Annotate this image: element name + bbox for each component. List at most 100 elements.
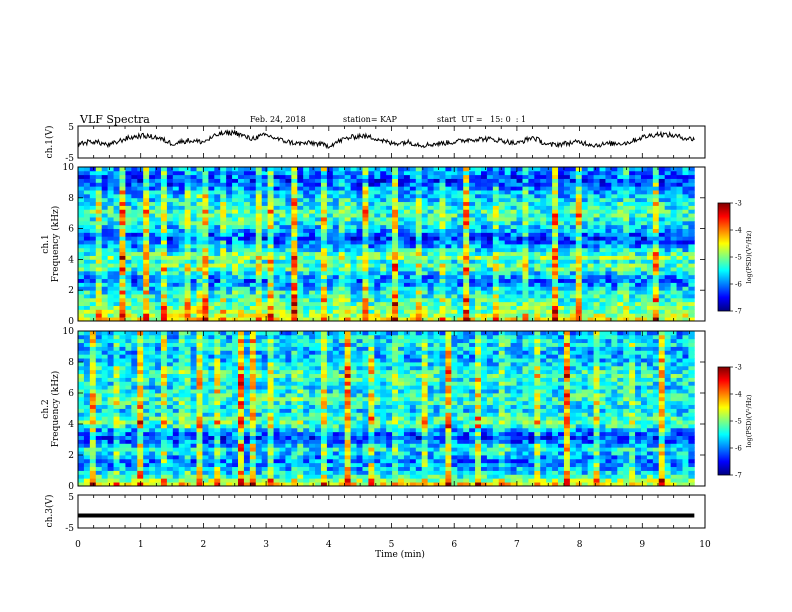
- spectrogram-cell: [155, 358, 162, 363]
- spectrogram-cell: [552, 267, 559, 272]
- spectrogram-cell: [143, 435, 150, 440]
- spectrogram-cell: [160, 167, 168, 172]
- spectrogram-cell: [658, 247, 666, 253]
- spectrogram-cell: [119, 282, 126, 287]
- spectrogram-cell: [125, 458, 132, 464]
- spectrogram-cell: [498, 317, 506, 322]
- spectrogram-cell: [486, 309, 494, 314]
- spectrogram-cell: [238, 205, 245, 210]
- spectrogram-cell: [534, 174, 541, 179]
- spectrogram-cell: [119, 400, 126, 406]
- spectrogram-cell: [409, 309, 417, 314]
- spectrogram-cell: [664, 209, 672, 214]
- spectrogram-cell: [682, 170, 689, 176]
- spectrogram-cell: [635, 213, 642, 218]
- spectrogram-cell: [326, 201, 334, 206]
- spectrogram-cell: [95, 451, 103, 456]
- spectrogram-cell: [137, 236, 144, 241]
- spectrogram-cell: [641, 263, 648, 268]
- spectrogram-cell: [149, 305, 156, 310]
- spectrogram-cell: [451, 270, 458, 276]
- spectrogram-cell: [635, 236, 642, 241]
- spectrogram-cell: [374, 301, 381, 306]
- spectrogram-cell: [184, 290, 191, 295]
- spectrogram-cell: [522, 240, 529, 245]
- spectrogram-cell: [558, 255, 565, 260]
- spectrogram-cell: [480, 213, 488, 218]
- spectrogram-cell: [220, 170, 227, 176]
- spectrogram-cell: [202, 220, 209, 226]
- spectrogram-cell: [160, 255, 168, 260]
- spectrogram-cell: [89, 396, 97, 402]
- spectrogram-cell: [611, 263, 618, 268]
- spectrogram-cell: [611, 197, 618, 203]
- spectrogram-cell: [261, 182, 269, 187]
- spectrogram-cell: [119, 236, 126, 241]
- spectrogram-cell: [279, 286, 286, 291]
- spectrogram-cell: [89, 201, 97, 206]
- spectrogram-cell: [83, 190, 91, 195]
- spectrogram-cell: [166, 247, 174, 253]
- spectrogram-cell: [587, 313, 594, 318]
- spectrogram-cell: [78, 478, 85, 483]
- spectrogram-cell: [190, 297, 197, 303]
- spectrogram-cell: [480, 251, 488, 256]
- spectrogram-cell: [249, 236, 257, 241]
- spectrogram-cell: [137, 396, 144, 402]
- spectrogram-cell: [107, 412, 114, 417]
- spectrogram-cell: [320, 317, 328, 322]
- spectrogram-cell: [78, 182, 85, 187]
- spectrogram-cell: [641, 209, 648, 214]
- spectrogram-cell: [226, 317, 233, 322]
- spectrogram-cell: [285, 267, 292, 272]
- spectrogram-cell: [451, 247, 458, 253]
- date-label: Feb. 24, 2018: [250, 115, 306, 124]
- spectrogram-cell: [143, 474, 150, 479]
- spectrogram-cell: [208, 190, 215, 195]
- spectrogram-cell: [255, 190, 263, 195]
- spectrogram-cell: [326, 167, 334, 172]
- spectrogram-cell: [78, 466, 85, 471]
- spectrogram-cell: [362, 224, 369, 229]
- spectrogram-cell: [125, 439, 132, 444]
- spectrogram-cell: [522, 255, 529, 260]
- spectrogram-cell: [652, 282, 660, 287]
- spectrogram-cell: [125, 350, 132, 355]
- spectrogram-cell: [386, 259, 393, 264]
- spectrogram-cell: [184, 174, 191, 179]
- spectrogram-cell: [178, 182, 186, 187]
- spectrogram-cell: [386, 251, 393, 256]
- spectrogram-cell: [635, 286, 642, 291]
- spectrogram-cell: [652, 294, 660, 299]
- spectrogram-cell: [220, 309, 227, 314]
- spectrogram-cell: [196, 167, 203, 172]
- spectrogram-cell: [398, 217, 405, 222]
- spectrogram-cell: [125, 377, 132, 382]
- spectrogram-cell: [664, 205, 672, 210]
- spectrogram-cell: [575, 205, 583, 210]
- spectrogram-cell: [315, 217, 322, 222]
- spectrogram-cell: [303, 286, 310, 291]
- spectrogram-cell: [119, 427, 126, 433]
- spectrogram-cell: [178, 309, 186, 314]
- spectrogram-cell: [344, 255, 352, 260]
- spectrogram-cell: [421, 301, 429, 306]
- spectrogram-cell: [226, 205, 233, 210]
- spectrogram-cell: [629, 267, 636, 272]
- spectrogram-cell: [166, 416, 174, 421]
- spectrogram-cell: [498, 313, 506, 318]
- spectrogram-cell: [392, 224, 399, 229]
- spectrogram-cell: [89, 462, 97, 468]
- spectrogram-cell: [374, 290, 381, 295]
- spectrogram-cell: [611, 232, 618, 237]
- spectrogram-cell: [166, 294, 174, 299]
- spectrogram-cell: [137, 346, 144, 351]
- spectrogram-cell: [243, 213, 251, 218]
- spectrogram-cell: [326, 270, 334, 276]
- spectrogram-cell: [119, 313, 126, 318]
- spectrogram-cell: [356, 286, 363, 291]
- spectrogram-cell: [149, 174, 156, 179]
- spectrogram-cell: [279, 232, 286, 237]
- spectrogram-cell: [350, 251, 357, 256]
